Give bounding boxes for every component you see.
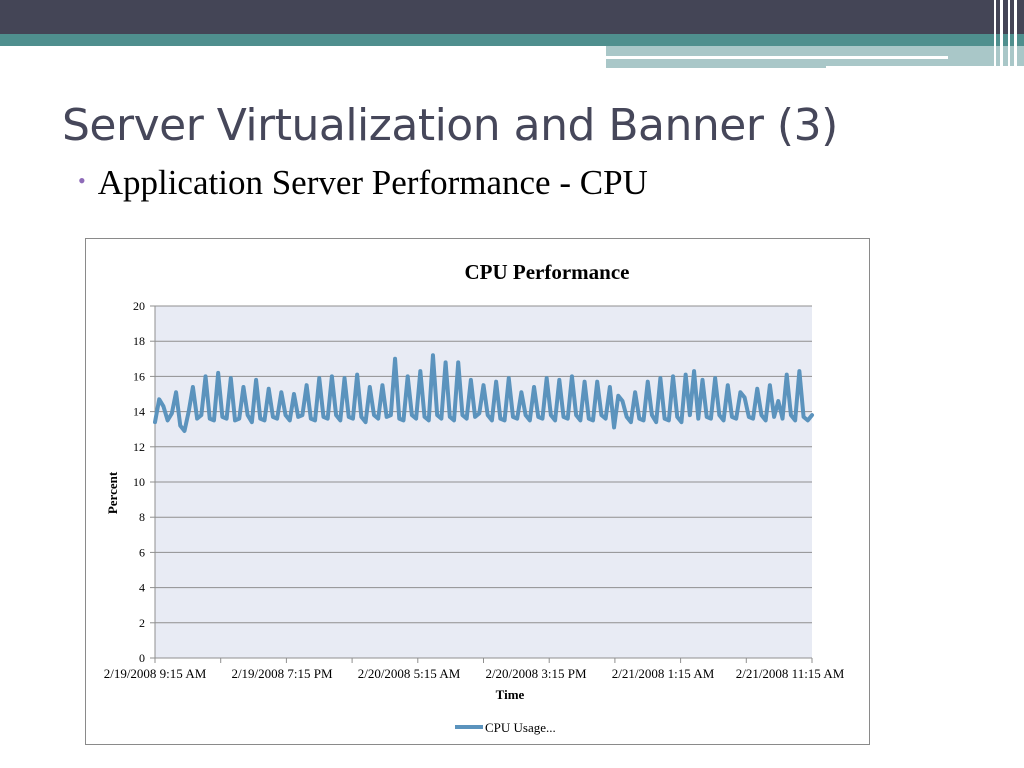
- y-tick-label: 10: [133, 475, 145, 489]
- x-tick-label: 2/19/2008 7:15 PM: [231, 666, 333, 681]
- y-axis-label: Percent: [105, 471, 120, 514]
- header-stripe: [994, 0, 996, 68]
- bullet-text: Application Server Performance - CPU: [97, 163, 648, 202]
- x-tick-label: 2/21/2008 11:15 AM: [736, 666, 845, 681]
- header-band-line: [826, 66, 1024, 70]
- bullet-item: • Application Server Performance - CPU: [78, 163, 648, 203]
- y-tick-label: 12: [133, 440, 145, 454]
- slide-title: Server Virtualization and Banner (3): [62, 100, 838, 151]
- bullet-icon: •: [78, 168, 86, 193]
- series-line-cpu-usage: [153, 353, 814, 433]
- x-tick-label: 2/19/2008 9:15 AM: [104, 666, 207, 681]
- y-tick-label: 20: [133, 299, 145, 313]
- chart-title: CPU Performance: [464, 260, 629, 284]
- x-tick-label: 2/20/2008 3:15 PM: [485, 666, 587, 681]
- y-tick-label: 8: [139, 510, 145, 524]
- y-tick-label: 14: [133, 405, 145, 419]
- y-tick-label: 4: [139, 581, 145, 595]
- header-band-line: [606, 56, 948, 59]
- x-axis-label: Time: [496, 687, 525, 702]
- header-stripe: [1008, 0, 1010, 68]
- header-band-teal: [0, 34, 1024, 46]
- x-axis-ticks: 2/19/2008 9:15 AM 2/19/2008 7:15 PM 2/20/2…: [104, 658, 845, 681]
- cpu-chart: CPU Performance 0 2 4 6 8 10 12 14 16 18 20 2/19/2…: [104, 260, 845, 735]
- chart-container: CPU Performance 0 2 4 6 8 10 12 14 16 18 20 2/19/2…: [85, 238, 870, 745]
- header-stripe: [1014, 0, 1017, 68]
- y-tick-label: 18: [133, 334, 145, 348]
- header-band-dark: [0, 0, 1024, 34]
- y-tick-label: 2: [139, 616, 145, 630]
- x-tick-label: 2/20/2008 5:15 AM: [358, 666, 461, 681]
- y-axis-ticks: 0 2 4 6 8 10 12 14 16 18 20: [133, 299, 155, 665]
- header-stripe: [1000, 0, 1003, 68]
- y-tick-label: 0: [139, 651, 145, 665]
- x-tick-label: 2/21/2008 1:15 AM: [612, 666, 715, 681]
- y-tick-label: 6: [139, 545, 145, 559]
- legend-entry: CPU Usage...: [485, 720, 556, 735]
- y-tick-label: 16: [133, 369, 145, 383]
